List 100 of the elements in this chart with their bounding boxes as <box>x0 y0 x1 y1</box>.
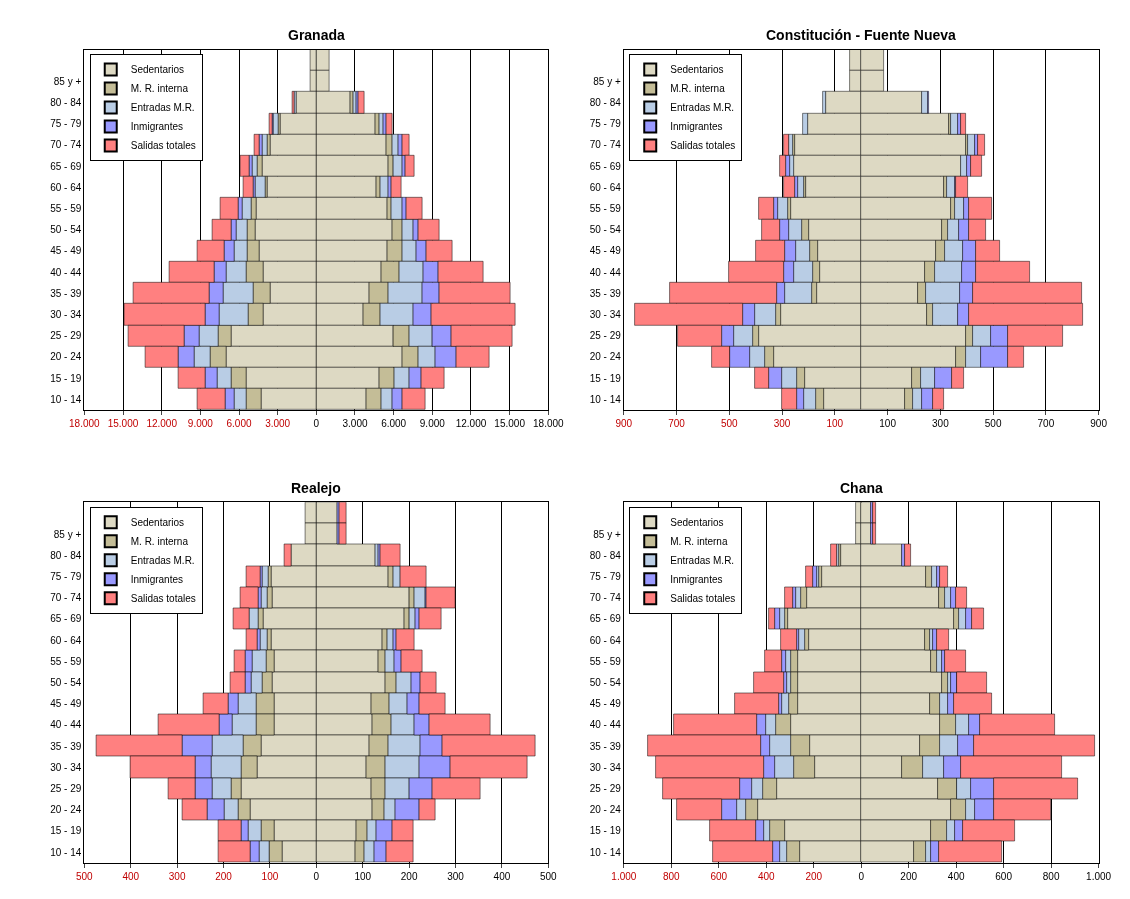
x-tick-label: 200 <box>805 870 823 882</box>
x-tick-label: 1.000 <box>1086 870 1112 882</box>
y-tick-label: 75 - 79 <box>589 118 622 130</box>
y-tick-label: 35 - 39 <box>589 740 622 752</box>
chart-title: Chana <box>840 480 883 496</box>
x-tick-label: 18.000 <box>533 417 565 429</box>
y-tick-label: 80 - 84 <box>50 97 82 109</box>
y-tick-label: 85 y + <box>593 75 621 87</box>
x-tick-label: 200 <box>400 870 418 882</box>
x-tick-label: 300 <box>773 417 791 429</box>
y-tick-label: 10 - 14 <box>50 846 82 858</box>
y-tick-label: 15 - 19 <box>50 825 82 837</box>
legend-label: Entradas M.R. <box>130 555 195 567</box>
legend-label: Salidas totales <box>130 140 196 152</box>
legend-label: Salidas totales <box>670 140 736 152</box>
legend-label: Sedentarios <box>130 64 185 76</box>
y-tick-label: 10 - 14 <box>589 393 622 405</box>
y-tick-label: 75 - 79 <box>50 570 82 582</box>
x-tick-label: 12.000 <box>146 417 178 429</box>
chart-title: Granada <box>288 27 346 43</box>
x-tick-label: 400 <box>947 870 965 882</box>
y-tick-label: 25 - 29 <box>50 782 82 794</box>
y-tick-label: 20 - 24 <box>50 351 82 363</box>
y-tick-label: 40 - 44 <box>589 719 622 731</box>
x-tick-label: 800 <box>1042 870 1060 882</box>
x-tick-label: 6.000 <box>226 417 252 429</box>
y-tick-label: 15 - 19 <box>589 825 622 837</box>
y-tick-label: 85 y + <box>593 528 621 540</box>
x-tick-label: 400 <box>493 870 511 882</box>
x-tick-label: 100 <box>826 417 844 429</box>
x-tick-label: 400 <box>757 870 776 882</box>
x-tick-label: 600 <box>710 870 728 882</box>
y-tick-label: 45 - 49 <box>589 698 622 710</box>
x-tick-label: 700 <box>668 417 686 429</box>
y-tick-label: 30 - 34 <box>589 761 622 773</box>
x-tick-label: 9.000 <box>187 417 214 429</box>
legend-label: Inmigrantes <box>670 121 723 133</box>
x-tick-label: 700 <box>1037 417 1055 429</box>
x-tick-label: 300 <box>168 870 186 882</box>
legend-label: Inmigrantes <box>130 121 183 133</box>
x-tick-label: 800 <box>662 870 681 882</box>
chart-title: Constitución - Fuente Nueva <box>766 27 956 43</box>
y-tick-label: 60 - 64 <box>50 181 82 193</box>
y-tick-label: 80 - 84 <box>589 97 622 109</box>
y-tick-label: 65 - 69 <box>589 160 622 172</box>
x-tick-label: 100 <box>354 870 372 882</box>
y-tick-label: 55 - 59 <box>50 203 82 215</box>
x-tick-label: 9.000 <box>419 417 446 429</box>
x-tick-label: 500 <box>539 870 558 882</box>
y-tick-label: 65 - 69 <box>589 613 622 625</box>
y-tick-label: 55 - 59 <box>589 655 622 667</box>
x-tick-label: 18.000 <box>69 417 101 429</box>
y-tick-label: 85 y + <box>53 528 82 540</box>
x-tick-label: 0 <box>313 870 320 882</box>
y-tick-label: 20 - 24 <box>50 804 82 816</box>
y-tick-label: 80 - 84 <box>589 549 622 561</box>
y-tick-label: 40 - 44 <box>50 266 82 278</box>
x-tick-label: 300 <box>447 870 465 882</box>
y-tick-label: 35 - 39 <box>589 287 622 299</box>
x-tick-label: 200 <box>900 870 918 882</box>
y-tick-label: 20 - 24 <box>589 351 622 363</box>
y-tick-label: 45 - 49 <box>50 698 82 710</box>
y-tick-label: 50 - 54 <box>50 676 82 688</box>
y-tick-label: 35 - 39 <box>50 740 82 752</box>
y-tick-label: 50 - 54 <box>589 224 622 236</box>
x-tick-label: 100 <box>261 870 279 882</box>
x-tick-label: 600 <box>995 870 1013 882</box>
x-tick-label: 3.000 <box>342 417 368 429</box>
y-tick-label: 60 - 64 <box>589 634 622 646</box>
y-tick-label: 45 - 49 <box>589 245 622 257</box>
y-tick-label: 60 - 64 <box>589 181 622 193</box>
x-tick-label: 200 <box>215 870 233 882</box>
x-tick-label: 0 <box>858 870 865 882</box>
y-tick-label: 45 - 49 <box>50 245 82 257</box>
legend-label: Sedentarios <box>670 517 724 529</box>
x-tick-label: 15.000 <box>107 417 139 429</box>
y-tick-label: 15 - 19 <box>589 372 622 384</box>
x-tick-label: 0 <box>313 417 320 429</box>
y-tick-label: 70 - 74 <box>589 592 622 604</box>
legend-label: Inmigrantes <box>670 574 723 586</box>
chart-title: Realejo <box>291 480 341 496</box>
y-tick-label: 65 - 69 <box>50 613 82 625</box>
legend-label: M. R. interna <box>130 536 189 548</box>
x-tick-label: 15.000 <box>494 417 526 429</box>
x-tick-label: 900 <box>615 417 633 429</box>
legend-label: Entradas M.R. <box>130 102 195 114</box>
legend-label: Sedentarios <box>670 64 724 76</box>
y-tick-label: 15 - 19 <box>50 372 82 384</box>
legend-label: M. R. interna <box>130 83 189 95</box>
x-tick-label: 100 <box>879 417 897 429</box>
x-tick-label: 500 <box>721 417 739 429</box>
legend-label: Entradas M.R. <box>670 102 735 114</box>
y-tick-label: 30 - 34 <box>589 309 622 321</box>
legend-label: Salidas totales <box>130 593 196 605</box>
x-tick-label: 500 <box>76 870 94 882</box>
x-tick-label: 400 <box>122 870 140 882</box>
y-tick-label: 25 - 29 <box>50 330 82 342</box>
y-tick-label: 70 - 74 <box>50 592 82 604</box>
y-tick-label: 20 - 24 <box>589 804 622 816</box>
y-tick-label: 55 - 59 <box>50 655 82 667</box>
